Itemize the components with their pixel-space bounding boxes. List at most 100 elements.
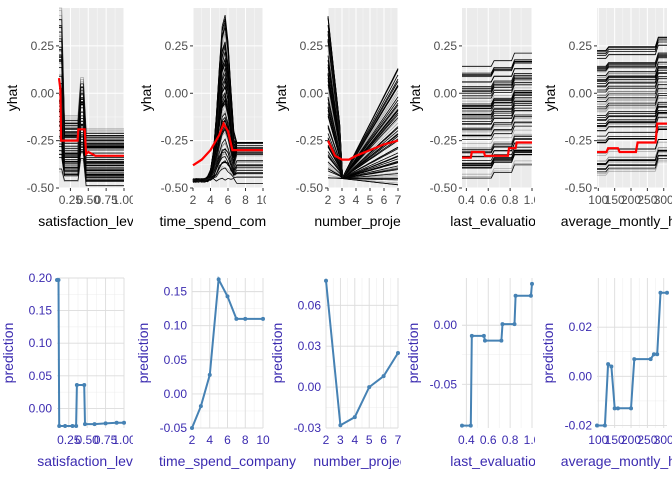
ice-curve <box>597 152 667 167</box>
ice-curve <box>462 160 532 175</box>
data-point <box>658 290 663 295</box>
y-tick-label: -0.25 <box>565 134 593 148</box>
data-point <box>74 424 79 429</box>
ice-curve <box>327 161 399 179</box>
x-axis-title: average_montly_hours <box>561 453 672 469</box>
ice-curve <box>59 35 124 140</box>
ice-curve <box>462 91 532 106</box>
ice-curve <box>59 159 124 187</box>
ice-curve <box>597 93 667 108</box>
y-axis-title: yhat <box>407 85 423 112</box>
ice-curve <box>597 63 667 78</box>
plot-background <box>59 8 124 188</box>
data-point <box>528 293 533 298</box>
y-tick-label: 0.00 <box>31 86 55 100</box>
ice-curve <box>597 117 667 132</box>
x-tick-label: 250 <box>637 193 657 207</box>
ice-curve <box>59 38 124 141</box>
ice-curve <box>597 81 667 96</box>
chart-panel-6: 0.250.500.751.00 0.00 0.05 0.10 0.15 0.20 sati… <box>0 271 144 469</box>
ice-curve <box>462 116 532 131</box>
ice-curve <box>59 49 124 145</box>
x-tick-label: 0.8 <box>502 433 519 447</box>
ice-curve <box>462 73 532 88</box>
ice-curve <box>192 165 263 182</box>
ice-curve <box>59 143 124 178</box>
chart-panel-2: 2 4 6 8 10 -0.50 -0.25 0.00 0.25 time_spend_compa… <box>138 8 270 229</box>
ice-curve <box>327 98 399 179</box>
ice-curve <box>462 97 532 112</box>
data-point <box>114 420 119 425</box>
ice-curve <box>327 133 399 179</box>
ice-curve <box>59 31 124 139</box>
y-tick-label: 0.00 <box>300 86 324 100</box>
data-point <box>352 415 357 420</box>
data-point <box>481 333 486 338</box>
ice-curve <box>59 133 124 174</box>
ice-curve <box>462 151 532 166</box>
ice-curve <box>597 58 667 73</box>
ice-curve <box>59 150 124 181</box>
ice-curve <box>59 102 124 164</box>
ice-curve <box>462 62 532 77</box>
x-tick-label: 300 <box>654 193 672 207</box>
y-tick-label: -0.05 <box>160 421 188 435</box>
x-axis-title: satisfaction_level <box>37 453 144 469</box>
ice-curve <box>597 101 667 116</box>
ice-curve <box>462 100 532 115</box>
ice-curve <box>59 148 124 180</box>
x-axis-title: average_montly_hours <box>561 213 672 229</box>
y-tick-label: -0.05 <box>430 377 458 391</box>
ice-curve <box>597 90 667 105</box>
ice-curve <box>327 17 399 179</box>
ice-curve <box>462 149 532 164</box>
x-tick-label: 4 <box>351 433 358 447</box>
data-point <box>629 406 634 411</box>
ice-curve <box>327 146 399 179</box>
x-tick-label: 0.25 <box>57 433 81 447</box>
pdp-average-line <box>597 122 667 154</box>
chart-panel-3: 2 3 4 5 6 7 -0.50 -0.25 0.00 0.25 number_project yh… <box>273 8 401 229</box>
x-tick-label: 150 <box>605 193 625 207</box>
data-point <box>225 294 230 299</box>
ice-curve <box>462 150 532 166</box>
ice-curve <box>597 97 667 112</box>
x-tick-label: 7 <box>395 433 402 447</box>
ice-curve <box>597 84 667 99</box>
ice-curve <box>59 34 124 140</box>
x-tick-label: 0.75 <box>94 433 118 447</box>
y-tick-label: 0.00 <box>434 86 458 100</box>
ice-curve <box>597 98 667 113</box>
ice-curve <box>59 125 124 172</box>
ice-curve <box>462 75 532 90</box>
y-tick-label: 0.03 <box>298 339 322 353</box>
x-tick-label: 4 <box>207 193 214 207</box>
x-tick-label: 4 <box>206 433 213 447</box>
chart-panel-9: 0.4 0.6 0.8 1.0 -0.05 0.00 last_evaluation pred… <box>405 278 535 469</box>
chart-panel-1: 0.250.500.751.00-0.50-0.250.000.25satisf… <box>4 7 136 229</box>
ice-curve <box>192 120 263 183</box>
y-tick-label: 0.05 <box>29 369 53 383</box>
ice-curve <box>462 59 532 74</box>
x-tick-label: 1.00 <box>112 193 136 207</box>
x-tick-label: 5 <box>366 433 373 447</box>
data-point <box>74 382 79 387</box>
x-tick-label: 1.00 <box>112 433 136 447</box>
data-point <box>56 277 61 282</box>
ice-curve <box>597 37 667 52</box>
y-tick-label: -0.25 <box>161 134 189 148</box>
data-point <box>92 422 97 427</box>
y-tick-label: -0.50 <box>430 181 458 195</box>
ice-curve <box>597 116 667 131</box>
ice-curve <box>597 39 667 54</box>
y-tick-label: 0.15 <box>29 304 53 318</box>
x-axis-title: number_project <box>313 453 410 469</box>
y-tick-label: 0.25 <box>434 39 458 53</box>
x-tick-label: 10 <box>256 193 270 207</box>
data-point <box>482 338 487 343</box>
y-axis-title: yhat <box>138 85 154 112</box>
ice-curve <box>462 95 532 110</box>
pdp-average-line <box>327 139 399 161</box>
y-axis-title: prediction <box>269 323 285 384</box>
